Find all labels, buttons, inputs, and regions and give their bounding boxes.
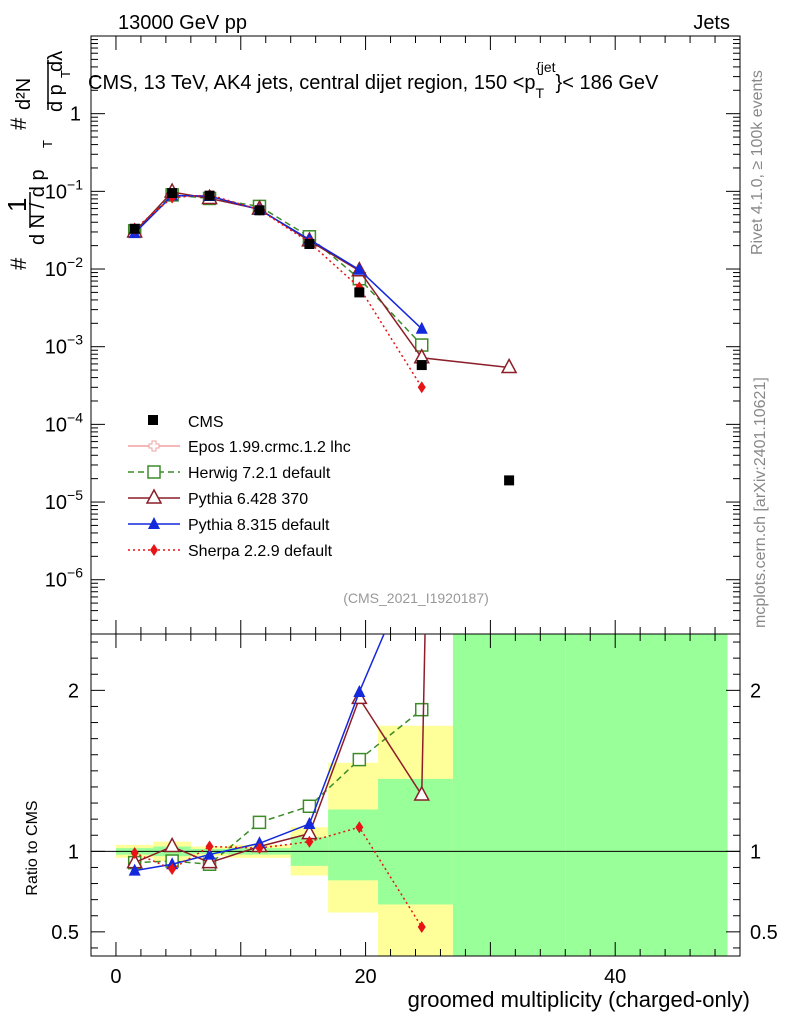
legend-entry-herwig-1: Herwig 7.2.1 default [128,465,331,482]
data-point-cms [304,238,315,249]
axes [90,35,741,957]
ratio-point-sherpa-4 [255,842,264,855]
point-sherpa-4 [417,381,426,394]
y-tick-label: 1 [70,104,81,126]
ratio-tick-label: 0.5 [51,922,79,944]
y-tick-label: 10−5 [45,487,83,514]
ratio-tick-label: 2 [750,680,761,702]
ratio-point-pythia-3 [303,816,316,829]
legend-label-epos-0: Epos 1.99.crmc.1.2 lhc [188,439,351,456]
series-line-pythia-2 [134,191,510,369]
ratio-point-sherpa-4 [355,821,364,834]
legend-entry-data: CMS [148,414,224,431]
legend-marker-epos-0 [148,440,160,452]
ratio-point-herwig-1 [352,752,367,767]
legend-entry-pythia-3: Pythia 8.315 default [128,517,330,534]
rivet-label: Rivet 4.1.0, ≥ 100k events [749,70,766,255]
ratio-point-herwig-1 [252,815,267,830]
legend-marker-herwig-1 [147,465,161,479]
y-tick-label: 10−3 [45,332,83,359]
y-tick-label: 10−2 [45,254,83,281]
legend-label-pythia-3: Pythia 8.315 default [188,517,330,534]
chart-title: CMS, 13 TeV, AK4 jets, central dijet reg… [88,59,659,101]
svg-text:#: # [6,117,31,130]
tick-labels: 0 20 40 10−6 10−5 10−4 10−3 10−2 10−1 1 0.5 0.5 1 1 2 2 [45,104,778,988]
legend-entry-epos-0: Epos 1.99.crmc.1.2 lhc [128,439,351,456]
legend-marker-data [148,415,158,425]
ratio-tick-label: 0.5 [750,922,778,944]
point-pythia-3 [353,262,366,275]
legend-label-herwig-1: Herwig 7.2.1 default [188,465,331,482]
ratio-point-pythia-3 [128,863,141,876]
site-label: mcplots.cern.ch [arXiv:2401.10621] [752,377,769,628]
ratio-point-sherpa-4 [168,863,177,876]
legend-marker-pythia-2 [145,488,163,504]
data-point-cms [416,360,427,371]
x-tick-label: 40 [604,966,626,988]
series-line-sherpa-4 [134,194,423,388]
legend-label-sherpa-4: Sherpa 2.2.9 default [188,543,333,560]
svg-text:#: # [6,257,31,270]
band-green [452,634,566,956]
category-label: Jets [693,12,730,34]
data-point-cms [129,223,140,234]
svg-text:d N / d p: d N / d p [27,169,49,245]
series-line-herwig-1 [134,194,423,346]
point-pythia-3 [415,321,428,334]
y-tick-label: 10−6 [45,565,83,592]
ratio-point-pythia-3 [416,538,428,550]
analysis-id: (CMS_2021_I1920187) [343,590,489,606]
data-point-cms [354,287,365,298]
ratio-y-axis-label: Ratio to CMS [24,800,41,895]
x-axis-label: groomed multiplicity (charged-only) [408,987,750,1012]
svg-text:T: T [58,70,73,78]
svg-text:1: 1 [2,198,32,212]
band-green [328,809,379,881]
ratio-point-herwig-1 [302,799,317,814]
data-point-cms [204,190,215,201]
ratio-panel-series [126,538,430,934]
ratio-tick-label: 1 [68,841,79,863]
svg-text:d²N: d²N [13,78,35,110]
ratio-point-pythia-2 [163,836,181,853]
ratio-point-herwig-1 [414,702,429,717]
x-tick-label: 20 [354,966,376,988]
svg-text:d p: d p [45,84,67,112]
legend-entry-pythia-2: Pythia 6.428 370 [128,488,308,508]
legend-marker-pythia-3 [148,517,160,529]
legend-entry-sherpa-4: Sherpa 2.2.9 default [128,543,333,560]
ratio-point-pythia-2 [413,785,430,801]
svg-text:T: T [40,140,55,148]
y-axis-label: # 1 d N / d p T # d²N d p T dλ [2,51,73,270]
ratio-tick-label: 2 [68,680,79,702]
ratio-point-pythia-3 [353,684,366,697]
y-tick-label: 10−4 [45,409,83,436]
y-tick-label: 10−1 [45,176,83,203]
svg-text:dλ: dλ [45,51,67,72]
x-tick-label: 0 [110,966,121,988]
ratio-point-sherpa-4 [130,846,139,859]
legend: CMS Epos 1.99.crmc.1.2 lhc Herwig 7.2.1 d… [128,414,351,560]
legend-label-pythia-2: Pythia 6.428 370 [188,491,308,508]
legend-label-data: CMS [188,414,224,431]
energy-label: 13000 GeV pp [118,12,247,34]
data-point-cms [167,188,178,199]
point-pythia-2 [500,357,518,374]
ratio-point-pythia-3 [203,847,216,860]
ratio-point-sherpa-4 [305,835,314,848]
ratio-tick-label: 1 [750,841,761,863]
data-point-cms [254,205,265,216]
band-green [565,634,728,956]
data-point-cms [504,475,515,486]
series-line-pythia-3 [134,194,423,330]
main-panel-series [126,182,518,486]
ratio-point-sherpa-4 [417,921,426,934]
ratio-point-pythia-2 [201,853,218,869]
legend-marker-sherpa-4 [150,544,158,556]
ratio-point-sherpa-4 [205,840,214,853]
